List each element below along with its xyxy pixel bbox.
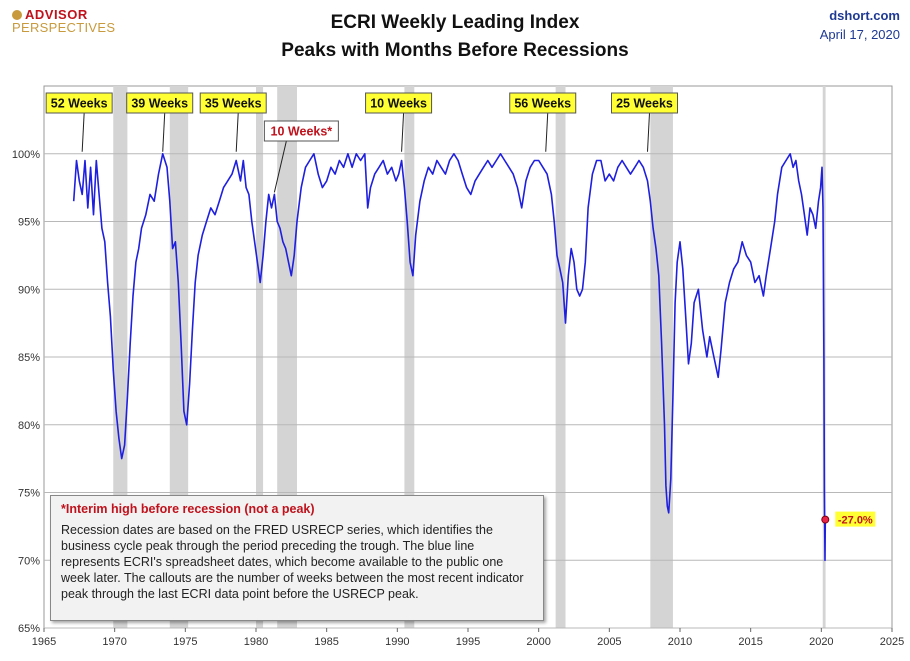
y-tick-label: 75% [18,488,40,500]
logo-line-1: ADVISOR [12,8,115,21]
x-tick-label: 2015 [738,636,762,648]
ecri-index-line [72,153,827,562]
x-tick-label: 1990 [385,636,409,648]
callout-pointer [81,112,85,152]
callout-box [365,92,433,114]
chart-title-line-1: ECRI Weekly Leading Index [330,12,580,33]
notes-body: Recession dates are based on the FRED US… [61,523,524,601]
chart-title-line-2: Peaks with Months Before Recessions [281,40,629,61]
callout-pointer [273,140,287,193]
site-label: dshort.com [829,8,900,23]
y-tick-label: 80% [18,420,40,432]
x-tick-label: 2005 [597,636,621,648]
notes-box: *Interim high before recession (not a pe… [50,495,544,621]
callout-label: 56 Weeks [514,97,571,111]
y-tick-label: 90% [18,284,40,296]
y-tick-label: 85% [18,352,40,364]
callout-pointer [162,112,166,152]
callout-label: 35 Weeks [205,97,262,111]
x-tick-label: 2000 [526,636,550,648]
y-tick-label: 70% [18,555,40,567]
x-tick-label: 1980 [244,636,268,648]
callout-label: 10 Weeks* [271,125,333,139]
x-tick-label: 1970 [102,636,126,648]
logo-line-2: PERSPECTIVES [12,20,116,35]
callout-pointer [401,112,405,152]
logo-mark-icon [12,10,22,20]
callout-label: 10 Weeks [370,97,427,111]
callout-box [199,92,267,114]
callout-pointer [646,112,650,152]
callout-label: 39 Weeks [131,97,188,111]
callout-box [126,92,194,114]
y-tick-label: 65% [18,623,40,635]
y-tick-label: 95% [18,217,40,229]
x-tick-label: 2025 [880,636,904,648]
callout-pointer [235,112,239,152]
y-tick-label: 100% [12,149,40,161]
callout-box [263,120,339,142]
x-tick-label: 1975 [173,636,197,648]
callout-label: 25 Weeks [616,97,673,111]
last-point-label-bg [835,511,876,527]
x-tick-label: 2010 [668,636,692,648]
logo-text-1: ADVISOR [25,7,88,22]
callout-box [610,92,678,114]
last-point-marker [821,515,830,524]
last-point-label: -27.0% [838,515,873,527]
date-label: April 17, 2020 [819,27,900,42]
x-tick-label: 2020 [809,636,833,648]
x-tick-label: 1965 [32,636,56,648]
callout-box [509,92,577,114]
advisor-perspectives-logo: ADVISOR PERSPECTIVES [12,8,115,34]
x-tick-label: 1985 [314,636,338,648]
callout-box [45,92,113,114]
notes-title: *Interim high before recession (not a pe… [61,502,315,516]
callout-pointer [545,112,549,152]
callout-label: 52 Weeks [51,97,108,111]
x-tick-label: 1995 [456,636,480,648]
